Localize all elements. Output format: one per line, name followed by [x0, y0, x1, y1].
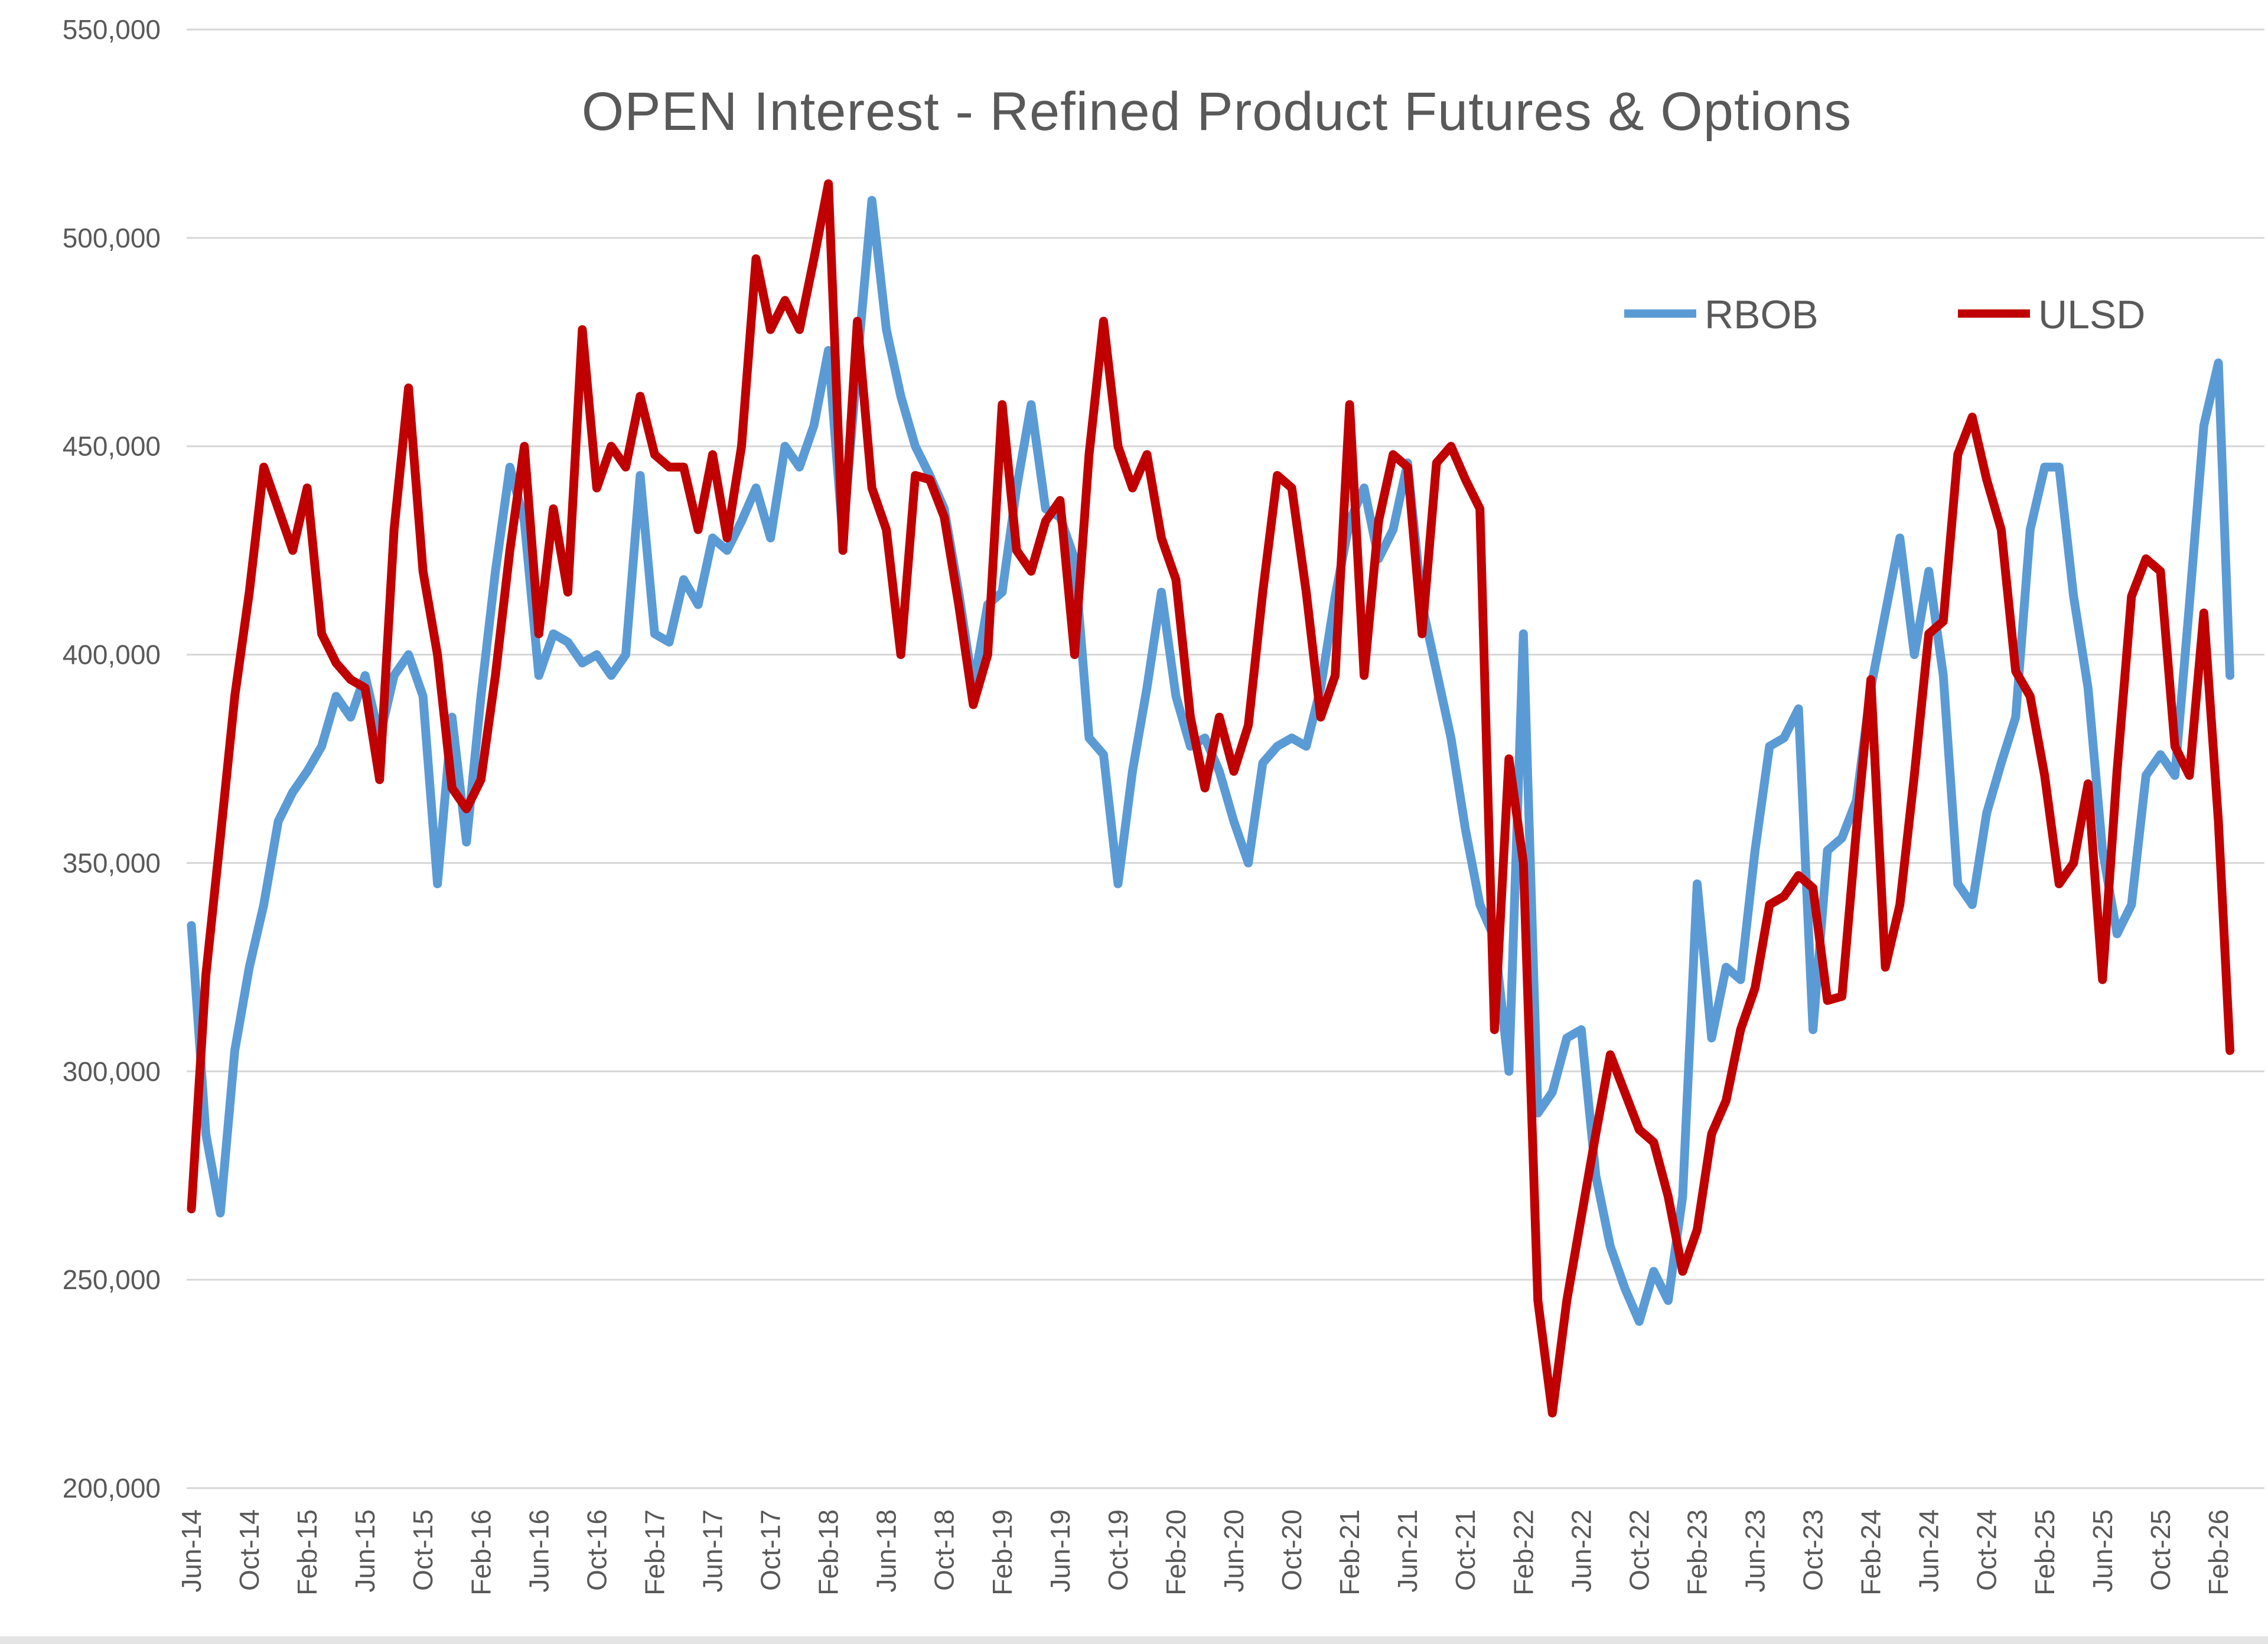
- x-tick-label: Jun-18: [871, 1509, 902, 1593]
- x-tick-label: Feb-15: [292, 1509, 322, 1596]
- x-tick-label: Oct-21: [1450, 1509, 1481, 1591]
- x-tick-label: Feb-21: [1334, 1509, 1365, 1596]
- series-group: [187, 179, 2235, 1418]
- x-tick-label: Jun-24: [1914, 1509, 1944, 1593]
- y-tick-label: 550,000: [63, 14, 161, 45]
- y-tick-label: 350,000: [63, 847, 161, 878]
- x-tick-label: Oct-15: [408, 1509, 438, 1591]
- x-tick-label: Feb-22: [1508, 1509, 1539, 1596]
- legend-item-ulsd[interactable]: ULSD: [1958, 292, 2145, 337]
- x-axis-labels-group: Jun-14 Oct-14 Feb-15 Jun-15 Oct-15 Feb-16 Jun-…: [176, 1509, 2234, 1596]
- x-tick-label: Jun-16: [523, 1509, 554, 1593]
- y-tick-label: 400,000: [63, 640, 161, 670]
- x-tick-label: Feb-17: [639, 1509, 670, 1596]
- x-tick-label: Oct-25: [2145, 1509, 2176, 1591]
- x-tick-label: Jun-14: [176, 1509, 207, 1593]
- x-tick-label: Jun-20: [1218, 1509, 1249, 1593]
- x-tick-label: Jun-19: [1045, 1509, 1076, 1593]
- ulsd-line: [187, 179, 2235, 1418]
- x-tick-label: Jun-22: [1566, 1509, 1596, 1593]
- x-tick-label: Oct-24: [1972, 1509, 2002, 1591]
- y-tick-label: 300,000: [63, 1056, 161, 1087]
- x-tick-label: Oct-20: [1276, 1509, 1307, 1591]
- x-tick-label: Feb-23: [1682, 1509, 1712, 1596]
- x-tick-label: Jun-21: [1392, 1509, 1423, 1593]
- x-tick-label: Feb-18: [813, 1509, 844, 1596]
- chart-title: OPEN Interest - Refined Product Futures …: [582, 81, 1852, 142]
- x-tick-label: Oct-23: [1798, 1509, 1829, 1591]
- legend: RBOB ULSD: [1624, 292, 2145, 337]
- x-tick-label: Feb-25: [2029, 1509, 2060, 1596]
- x-tick-label: Oct-16: [581, 1509, 612, 1591]
- x-tick-label: Oct-19: [1103, 1509, 1133, 1591]
- x-tick-label: Feb-24: [1856, 1509, 1886, 1596]
- x-tick-label: Oct-22: [1624, 1509, 1654, 1591]
- y-tick-label: 450,000: [63, 431, 161, 462]
- x-tick-label: Oct-14: [234, 1509, 265, 1591]
- x-tick-label: Feb-16: [465, 1509, 496, 1596]
- x-tick-label: Oct-17: [755, 1509, 786, 1591]
- window-bottom-edge: [0, 1636, 2268, 1644]
- y-tick-label: 200,000: [63, 1473, 161, 1503]
- x-tick-label: Jun-23: [1740, 1509, 1771, 1593]
- rbob-legend-label: RBOB: [1705, 292, 1819, 337]
- y-tick-label: 500,000: [63, 223, 161, 253]
- x-tick-label: Oct-18: [929, 1509, 960, 1591]
- x-tick-label: Jun-25: [2087, 1509, 2118, 1593]
- y-tick-label: 250,000: [63, 1264, 161, 1295]
- x-tick-label: Jun-15: [350, 1509, 380, 1593]
- x-tick-label: Feb-20: [1161, 1509, 1191, 1596]
- ulsd-legend-label: ULSD: [2038, 292, 2145, 337]
- legend-item-rbob[interactable]: RBOB: [1624, 292, 1819, 337]
- x-tick-label: Jun-17: [698, 1509, 728, 1593]
- x-tick-label: Feb-26: [2203, 1509, 2234, 1596]
- y-axis-labels-group: 550,000 500,000 450,000 400,000 350,000 300,0…: [63, 14, 161, 1503]
- x-tick-label: Feb-19: [987, 1509, 1018, 1596]
